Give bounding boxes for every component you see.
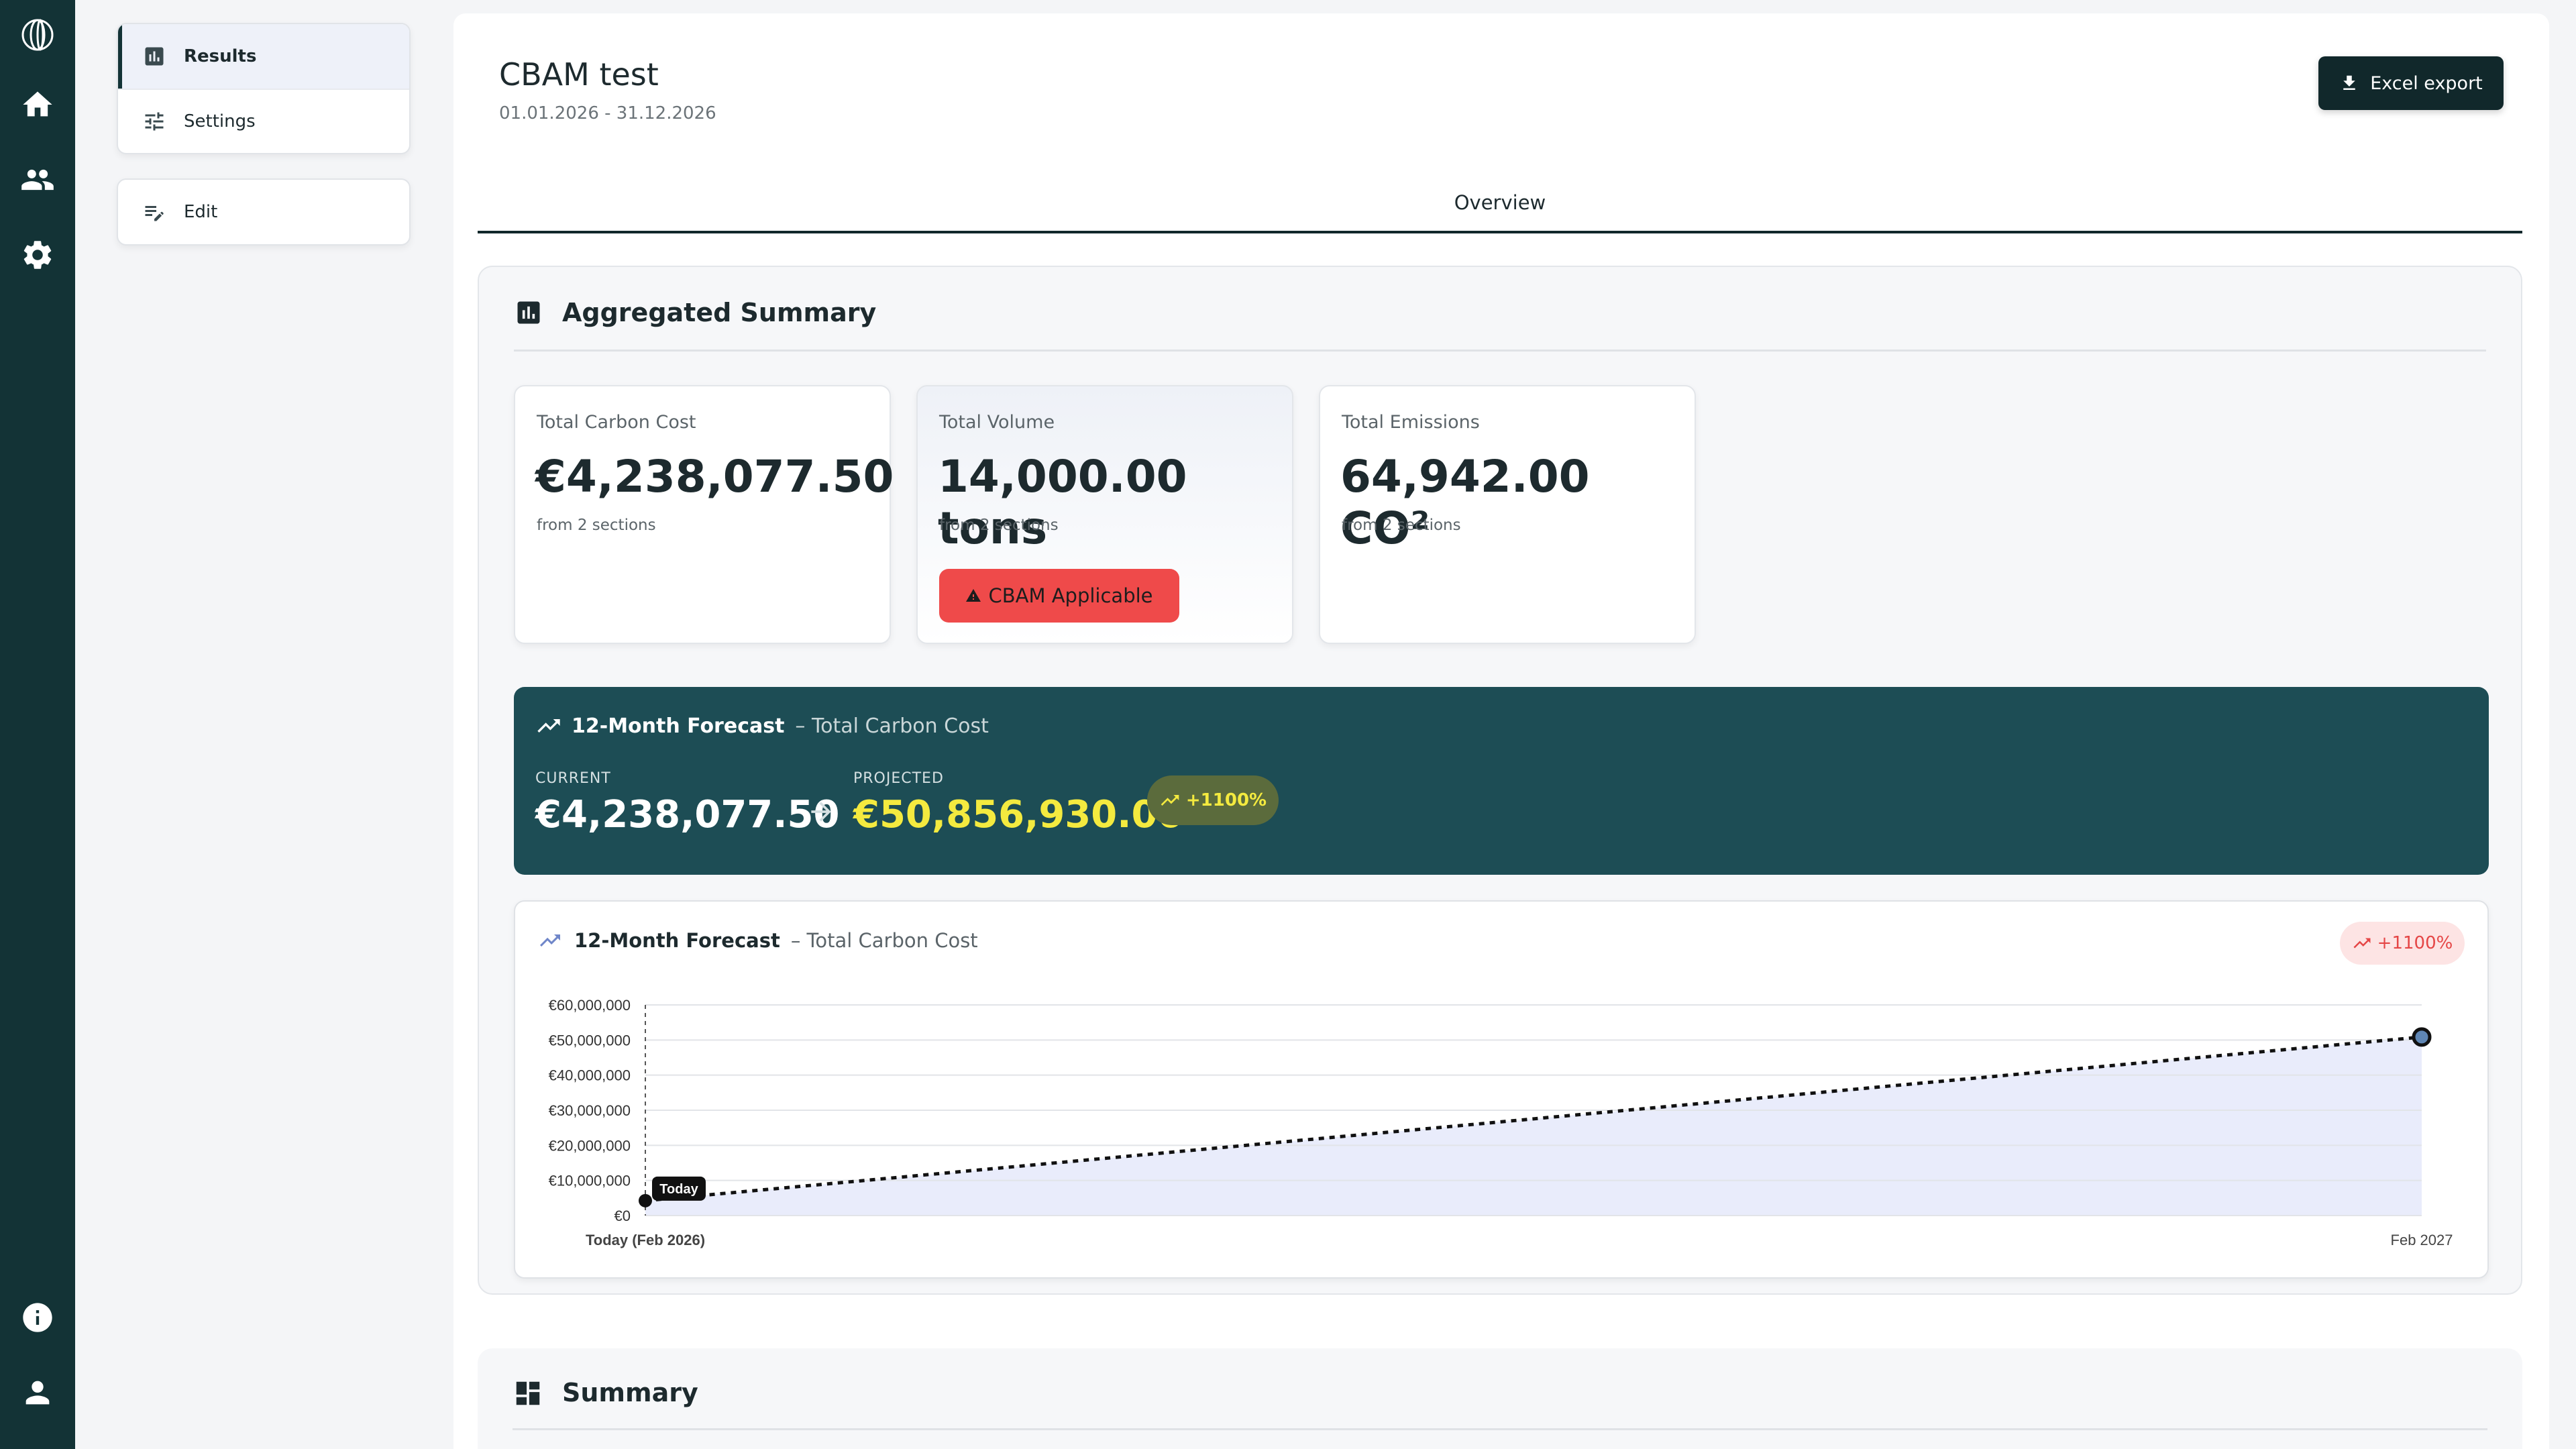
stat-source: from 2 sections (939, 517, 1059, 534)
edit-nav: Edit (117, 178, 411, 246)
home-icon[interactable] (19, 86, 56, 123)
summary-title: Summary (562, 1378, 698, 1407)
summary-header: Summary (513, 1378, 2487, 1430)
forecast-chart[interactable]: €0 €10,000,000 €20,000,000 €30,000,000 €40,0… (515, 902, 2490, 1280)
dashboard-icon (516, 1381, 540, 1405)
nav-item-settings-label: Settings (184, 111, 256, 131)
aggregated-summary-header: Aggregated Summary (514, 298, 2486, 352)
bar-chart-icon (145, 47, 164, 66)
gear-icon[interactable] (19, 236, 56, 274)
trending-up-icon (537, 719, 560, 733)
forecast-chart-title: 12-Month Forecast (574, 929, 780, 952)
stat-source: from 2 sections (1342, 517, 1461, 534)
excel-export-button[interactable]: Excel export (2318, 56, 2504, 110)
stat-value: 64,942.00 CO² (1340, 451, 1590, 554)
current-value: €4,238,077.50 (535, 793, 840, 837)
summary-section: Summary (478, 1348, 2522, 1449)
icon-rail (0, 0, 75, 1449)
page-title: CBAM test (499, 56, 659, 93)
warning-icon (966, 589, 981, 602)
aggregated-summary-section: Aggregated Summary Total Carbon Cost €4,… (478, 266, 2522, 1295)
people-icon[interactable] (19, 161, 56, 199)
chart-change-value: +1100% (2377, 933, 2453, 953)
projected-value: €50,856,930.00 (853, 793, 1184, 837)
person-icon[interactable] (19, 1374, 56, 1411)
data-point-end (2412, 1027, 2432, 1047)
y-tick-label: €10,000,000 (549, 1173, 631, 1189)
forecast-banner-header: 12-Month Forecast – Total Carbon Cost (535, 712, 989, 739)
stat-label: Total Volume (939, 412, 1055, 433)
download-icon (2343, 75, 2355, 90)
x-tick-label-start: Today (Feb 2026) (586, 1232, 705, 1248)
y-tick-label: €0 (614, 1208, 631, 1224)
tab-bar: Overview (478, 174, 2522, 233)
data-point-start (639, 1193, 652, 1208)
results-settings-nav: Results Settings (117, 23, 411, 154)
x-tick-label-end: Feb 2027 (2391, 1232, 2453, 1248)
forecast-chart-header: 12-Month Forecast – Total Carbon Cost (538, 928, 978, 953)
today-marker-label: Today (659, 1182, 698, 1197)
current-label: CURRENT (535, 770, 611, 787)
forecast-line (645, 1035, 2422, 1203)
nav-item-edit-label: Edit (184, 202, 218, 222)
nav-item-edit[interactable]: Edit (118, 180, 409, 244)
tune-icon (145, 112, 164, 131)
total-carbon-cost-card: Total Carbon Cost €4,238,077.50 from 2 s… (514, 385, 894, 644)
forecast-banner-subtitle: – Total Carbon Cost (795, 714, 989, 738)
y-tick-label: €20,000,000 (549, 1137, 631, 1154)
stat-source: from 2 sections (537, 517, 656, 534)
total-emissions-card: Total Emissions 64,942.00 CO² from 2 sec… (1319, 385, 1696, 644)
forecast-chart-card: €0 €10,000,000 €20,000,000 €30,000,000 €40,0… (514, 900, 2489, 1279)
y-tick-label: €60,000,000 (549, 997, 631, 1014)
forecast-change-value: +1100% (1185, 790, 1267, 810)
stat-value: 14,000.00 tons (938, 451, 1187, 554)
logo-icon[interactable] (19, 16, 56, 54)
cbam-applicable-badge[interactable]: CBAM Applicable (939, 569, 1179, 623)
y-tick-label: €40,000,000 (549, 1067, 631, 1084)
today-marker-badge (652, 1176, 706, 1201)
nav-item-results[interactable]: Results (118, 24, 409, 89)
forecast-change-badge: +1100% (1147, 775, 1279, 825)
trending-up-icon (1161, 795, 1179, 806)
chart-change-badge: +1100% (2340, 922, 2465, 965)
projected-label: PROJECTED (853, 770, 944, 787)
y-tick-label: €50,000,000 (549, 1032, 631, 1049)
page-date-range: 01.01.2026 - 31.12.2026 (499, 103, 716, 123)
forecast-chart-subtitle: – Total Carbon Cost (790, 929, 978, 952)
edit-notes-icon (145, 206, 164, 221)
forecast-banner-title: 12-Month Forecast (572, 714, 785, 738)
aggregated-summary-title: Aggregated Summary (562, 298, 877, 327)
trending-up-icon (540, 934, 560, 947)
tab-overview[interactable]: Overview (1454, 191, 1546, 214)
stat-value: €4,238,077.50 (535, 451, 894, 502)
nav-item-results-label: Results (184, 46, 257, 66)
stat-label: Total Emissions (1342, 412, 1480, 433)
stat-label: Total Carbon Cost (537, 412, 696, 433)
arrow-right-icon (806, 797, 836, 826)
forecast-area (645, 1036, 2422, 1216)
excel-export-label: Excel export (2370, 72, 2483, 94)
bar-chart-icon (517, 301, 540, 324)
forecast-banner: 12-Month Forecast – Total Carbon Cost CU… (514, 687, 2489, 875)
info-icon[interactable] (19, 1299, 56, 1336)
trending-up-icon (2353, 938, 2371, 949)
total-volume-card: Total Volume 14,000.00 tons from 2 secti… (916, 385, 1293, 644)
y-tick-label: €30,000,000 (549, 1102, 631, 1119)
nav-item-settings[interactable]: Settings (118, 89, 409, 153)
cbam-badge-label: CBAM Applicable (988, 584, 1153, 607)
main-panel: CBAM test 01.01.2026 - 31.12.2026 Excel … (453, 13, 2549, 1449)
